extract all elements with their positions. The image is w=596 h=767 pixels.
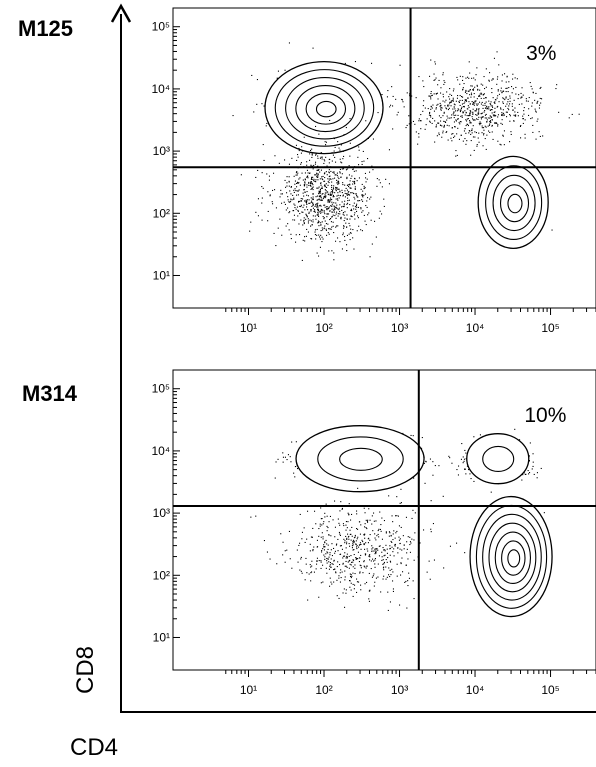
y-tick-label: 10⁴ — [151, 82, 170, 96]
quadrant-percentage: 10% — [524, 404, 566, 427]
population-dots — [360, 51, 580, 157]
x-ticks: 10¹ 10² 10³ 10⁴ 10⁵ — [225, 308, 596, 335]
x-tick-label: 10⁴ — [466, 321, 485, 335]
x-ticks: 10¹ 10² 10³ 10⁴ 10⁵ — [225, 670, 596, 697]
y-tick-label: 10⁴ — [151, 444, 170, 458]
population-contour — [339, 447, 383, 471]
population-contour — [305, 92, 347, 125]
population-contour-outer — [264, 60, 384, 155]
panel-label-m314: M314 — [22, 381, 78, 406]
population-contour — [274, 69, 375, 147]
y-ticks: 10¹ 10² 10³ 10⁴ 10⁵ — [151, 7, 180, 282]
x-tick-label: 10³ — [391, 683, 408, 697]
population-contour — [482, 513, 542, 601]
population-contour — [507, 549, 521, 568]
y-tick-label: 10³ — [153, 144, 170, 158]
population-dots — [240, 118, 390, 261]
y-tick-label: 10² — [153, 568, 170, 582]
x-tick-label: 10¹ — [240, 321, 257, 335]
population-contour — [315, 100, 337, 118]
population-dots — [250, 482, 466, 611]
y-tick-label: 10² — [153, 206, 170, 220]
population-contour — [499, 184, 530, 223]
population-contour — [488, 522, 537, 593]
population-contour — [494, 531, 532, 585]
y-axis-arrow-icon — [110, 3, 132, 23]
x-tick-label: 10² — [315, 683, 332, 697]
x-tick-label: 10⁴ — [466, 683, 485, 697]
population-contour-outer — [466, 433, 530, 485]
population-contour — [317, 436, 404, 482]
plot-frame — [172, 7, 596, 309]
shared-axes — [110, 3, 596, 713]
y-tick-label: 10¹ — [153, 268, 170, 282]
population-contour-outer — [477, 155, 549, 249]
panel-m314: 10¹ 10² 10³ 10⁴ 10⁵ 10¹ 10² 10³ 10⁴ 10⁵ 10% — [151, 369, 596, 697]
population-contour — [295, 84, 356, 133]
x-tick-label: 10⁵ — [541, 683, 559, 697]
panel-label-m125: M125 — [18, 16, 74, 41]
panel-m125: 10¹ 10² 10³ 10⁴ 10⁵ 10¹ 10² 10³ 10⁴ 10⁵ 3% — [151, 7, 596, 335]
x-tick-label: 10⁵ — [541, 321, 559, 335]
y-tick-label: 10¹ — [153, 630, 170, 644]
population-contour-outer — [295, 425, 425, 493]
y-ticks: 10¹ 10² 10³ 10⁴ 10⁵ — [151, 369, 180, 644]
x-tick-label: 10² — [315, 321, 332, 335]
x-axis-title: CD4 — [70, 734, 119, 761]
population-contour — [507, 193, 523, 214]
population-contour — [492, 174, 536, 232]
x-tick-label: 10³ — [391, 321, 408, 335]
population-contour — [285, 76, 365, 140]
y-tick-label: 10⁵ — [152, 20, 170, 34]
population-contour — [485, 165, 543, 240]
population-contour — [482, 445, 515, 473]
y-tick-label: 10³ — [153, 506, 170, 520]
population-contour — [501, 540, 526, 576]
y-tick-label: 10⁵ — [152, 382, 170, 396]
x-tick-label: 10¹ — [240, 683, 257, 697]
quadrant-percentage: 3% — [526, 42, 556, 65]
